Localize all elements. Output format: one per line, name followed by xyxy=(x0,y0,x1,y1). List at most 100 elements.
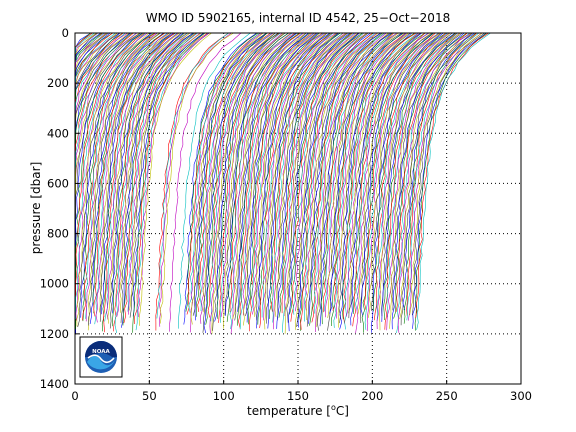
profile-line xyxy=(412,32,487,329)
profile-line xyxy=(75,32,146,320)
profile-line xyxy=(350,32,422,326)
profile-line xyxy=(245,32,317,317)
profile-line xyxy=(197,32,271,312)
profile-line xyxy=(277,32,349,321)
profile-line xyxy=(381,32,456,322)
profile-line xyxy=(261,32,334,318)
profile-line xyxy=(352,32,426,327)
profile-line xyxy=(400,32,473,326)
profile-line xyxy=(202,32,276,313)
profile-line xyxy=(370,32,444,333)
profile-line xyxy=(332,32,406,311)
profile-line xyxy=(123,32,197,324)
x-axis-label: temperature [oC] xyxy=(247,403,349,418)
y-tick-label-4: 800 xyxy=(47,227,69,241)
profile-line xyxy=(284,32,357,317)
profile-line xyxy=(294,32,368,331)
profile-line xyxy=(121,32,194,328)
noaa-logo-text: NOAA xyxy=(92,349,110,355)
profile-line xyxy=(238,32,313,329)
profile-line xyxy=(270,32,344,312)
profile-line xyxy=(271,32,344,323)
profile-line xyxy=(169,32,242,332)
profile-line xyxy=(242,32,315,316)
profile-line xyxy=(185,32,259,312)
profile-line xyxy=(361,32,435,333)
profile-line xyxy=(295,32,367,312)
profile-line xyxy=(214,32,289,322)
profile-line xyxy=(345,32,420,317)
profile-line xyxy=(101,32,176,332)
profile-line xyxy=(106,32,179,320)
noaa-logo: NOAA xyxy=(79,336,123,378)
profile-line xyxy=(316,32,389,327)
profile-line xyxy=(348,32,422,314)
profile-line xyxy=(76,32,150,327)
profile-line xyxy=(333,32,407,328)
profile-line xyxy=(366,32,440,332)
x-tick-label-6: 300 xyxy=(510,389,532,403)
profile-line xyxy=(116,32,191,317)
profile-line xyxy=(336,32,408,319)
y-tick-label-3: 600 xyxy=(47,176,69,190)
profile-line xyxy=(322,32,394,313)
profile-line xyxy=(94,32,168,325)
profile-line xyxy=(344,32,419,330)
profile-line xyxy=(323,32,398,312)
profile-line xyxy=(225,32,298,316)
profile-line xyxy=(379,32,451,331)
profile-line xyxy=(300,32,373,330)
y-tick-label-1: 200 xyxy=(47,76,69,90)
profile-line xyxy=(313,32,386,314)
profile-line xyxy=(156,32,229,319)
profile-line xyxy=(416,32,491,330)
profile-line xyxy=(288,32,360,332)
profile-line xyxy=(306,32,379,321)
profile-line xyxy=(393,32,468,319)
ticks: 0 50 100 150 200 250 300 0 200 400 600 800 1000 1200 1… xyxy=(40,26,532,403)
profiles xyxy=(75,32,491,334)
profile-line xyxy=(222,32,296,329)
profile-line xyxy=(250,32,325,312)
profile-line xyxy=(409,32,483,316)
profile-line xyxy=(88,32,161,326)
profile-line xyxy=(129,32,202,311)
profile-line xyxy=(284,32,359,334)
profile-line xyxy=(135,32,209,331)
y-tick-label-2: 400 xyxy=(47,126,69,140)
profile-line xyxy=(299,32,374,331)
profile-line xyxy=(138,32,212,326)
profile-line xyxy=(273,32,347,330)
y-axis-label: pressure [dbar] xyxy=(29,162,43,255)
profile-line xyxy=(248,32,323,332)
profile-line xyxy=(218,32,292,323)
profile-line xyxy=(304,32,378,311)
profile-line xyxy=(132,32,206,333)
profile-line xyxy=(216,32,289,319)
profile-line xyxy=(119,32,190,313)
profile-line xyxy=(327,32,402,331)
profile-line xyxy=(384,32,458,330)
profile-line xyxy=(177,32,251,329)
profile-line xyxy=(414,32,488,331)
profile-line xyxy=(342,32,415,320)
profile-line xyxy=(188,32,261,313)
profile-line xyxy=(211,32,284,334)
profile-line xyxy=(264,32,338,330)
profile-line xyxy=(159,32,232,327)
profile-line xyxy=(376,32,448,322)
profile-line xyxy=(286,32,359,323)
profile-line xyxy=(107,32,180,324)
x-axis-label-sup: o xyxy=(331,403,336,412)
x-tick-label-5: 250 xyxy=(436,389,458,403)
profile-line xyxy=(397,32,472,333)
profile-line xyxy=(84,32,158,319)
profile-line xyxy=(252,32,326,315)
profile-line xyxy=(256,32,331,329)
profile-line xyxy=(210,32,281,322)
profile-line xyxy=(132,32,205,317)
profile-line xyxy=(360,32,433,324)
profile-line xyxy=(219,32,293,323)
profile-line xyxy=(311,32,385,323)
profile-line xyxy=(337,32,409,328)
